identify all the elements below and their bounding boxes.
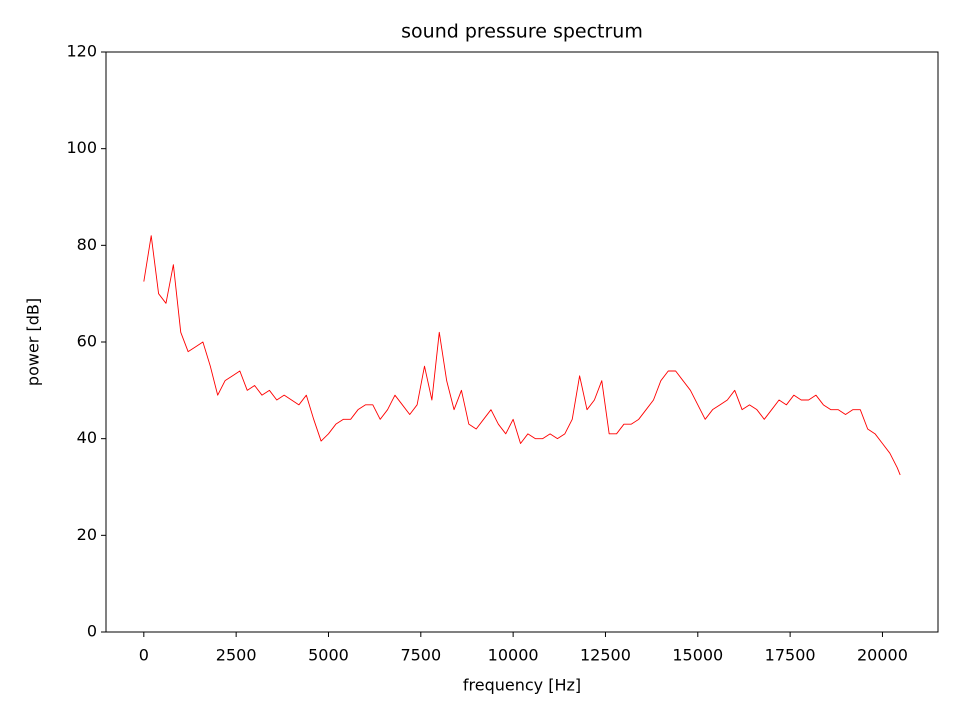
x-tick-label: 20000 xyxy=(857,646,908,665)
x-tick-label: 17500 xyxy=(765,646,816,665)
y-axis-label: power [dB] xyxy=(24,298,43,386)
plot-frame xyxy=(105,51,939,633)
y-tick-label: 0 xyxy=(87,622,97,641)
y-tick-label: 40 xyxy=(77,428,97,447)
y-tick-label: 100 xyxy=(66,138,97,157)
line-series xyxy=(143,235,901,476)
x-tick-label: 10000 xyxy=(488,646,539,665)
y-tick-label: 120 xyxy=(66,42,97,61)
y-tick-label: 60 xyxy=(77,332,97,351)
x-tick-label: 15000 xyxy=(672,646,723,665)
y-tick-label: 80 xyxy=(77,235,97,254)
chart-title: sound pressure spectrum xyxy=(401,21,643,43)
x-axis-label: frequency [Hz] xyxy=(463,676,581,695)
y-tick-label: 20 xyxy=(77,525,97,544)
x-tick-label: 0 xyxy=(139,646,149,665)
x-tick-label: 2500 xyxy=(216,646,257,665)
x-tick-label: 5000 xyxy=(308,646,349,665)
x-tick-label: 12500 xyxy=(580,646,631,665)
x-tick-label: 7500 xyxy=(400,646,441,665)
